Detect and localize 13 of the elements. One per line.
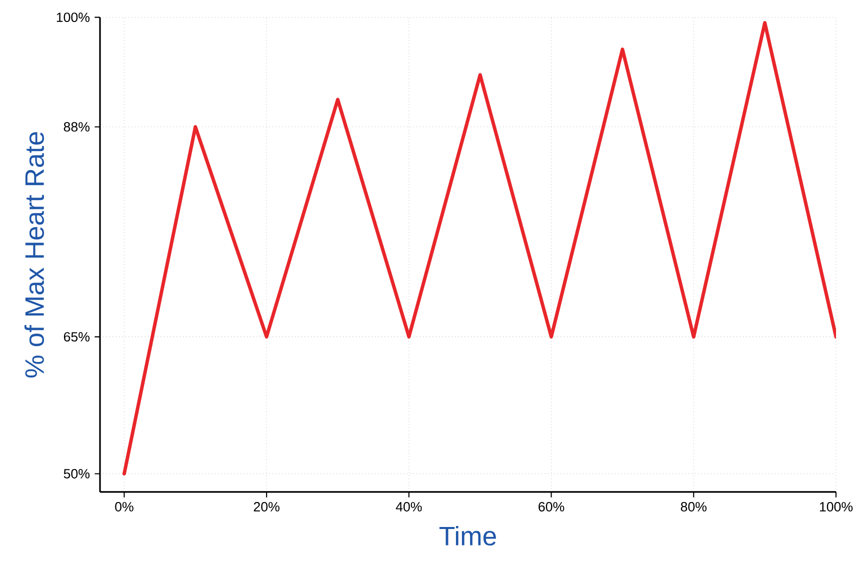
x-tick-label: 40% xyxy=(396,502,422,512)
y-tick-label: 88% xyxy=(64,122,90,132)
y-tick-label: 100% xyxy=(56,12,90,22)
x-tick-label: 100% xyxy=(820,502,853,512)
y-axis-title: % of Max Heart Rate xyxy=(24,132,44,378)
x-tick-label: 0% xyxy=(115,502,134,512)
x-tick-label: 60% xyxy=(538,502,564,512)
y-tick-label: 50% xyxy=(64,469,90,478)
x-tick-label: 20% xyxy=(254,502,280,512)
line-series xyxy=(122,21,836,476)
x-tick-label: 80% xyxy=(680,502,707,512)
x-axis-title: Time xyxy=(439,526,496,546)
y-tick-label: 65% xyxy=(64,332,90,342)
